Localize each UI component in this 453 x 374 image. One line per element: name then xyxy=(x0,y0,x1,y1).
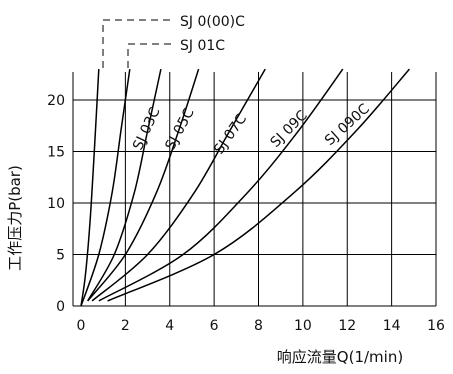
x-tick-label: 14 xyxy=(383,318,401,334)
curve-series-4 xyxy=(91,68,266,302)
series-label: SJ 07C xyxy=(211,111,250,157)
y-tick-label: 0 xyxy=(56,299,65,315)
x-tick-label: 4 xyxy=(165,318,174,334)
x-tick-label: 2 xyxy=(121,318,130,334)
x-tick-label: 10 xyxy=(294,318,312,334)
curve-series-6 xyxy=(107,68,410,302)
series-label: SJ 03C xyxy=(130,105,164,153)
y-tick-label: 10 xyxy=(47,196,65,212)
y-axis-label: 工作压力P(bar) xyxy=(6,165,24,271)
x-tick-label: 0 xyxy=(77,318,86,334)
x-tick-label: 16 xyxy=(427,318,445,334)
y-tick-label: 15 xyxy=(47,145,65,161)
y-tick-label: 20 xyxy=(47,93,65,109)
curve-series-0 xyxy=(80,69,100,307)
series-label: SJ 09C xyxy=(268,107,311,150)
curve-layer xyxy=(80,68,410,307)
leader-line-sj01 xyxy=(127,43,172,68)
curve-series-1 xyxy=(80,68,131,307)
y-tick-label: 5 xyxy=(56,248,65,264)
x-tick-label: 8 xyxy=(254,318,263,334)
grid-layer xyxy=(72,72,437,307)
series-label: SJ 01C xyxy=(180,38,225,54)
series-label: SJ 05C xyxy=(162,105,197,152)
x-axis-label: 响应流量Q(1/min) xyxy=(277,348,403,366)
curve-series-3 xyxy=(87,68,200,302)
tick-labels: 0 2 4 6 8 10 12 14 16 0 5 10 15 20 xyxy=(47,93,445,334)
series-label: SJ 0(00)C xyxy=(180,14,245,30)
curve-series-2 xyxy=(87,68,162,302)
curve-series-5 xyxy=(98,68,344,302)
leader-line-sj0 xyxy=(102,19,172,68)
x-tick-label: 12 xyxy=(338,318,356,334)
x-tick-label: 6 xyxy=(210,318,219,334)
